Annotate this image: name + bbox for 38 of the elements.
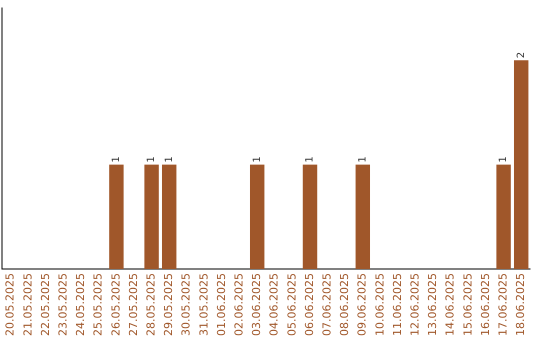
x-tick-label: 08.06.2025	[338, 273, 352, 336]
x-tick-label: 31.05.2025	[197, 273, 210, 336]
x-tick-label: 26.05.2025	[109, 273, 122, 336]
x-tick-label: 15.06.2025	[461, 273, 474, 336]
x-tick-label: 27.05.2025	[126, 273, 140, 336]
x-tick-label: 07.06.2025	[320, 273, 334, 336]
x-tick-label: 06.06.2025	[302, 273, 316, 336]
x-tick-label: 01.06.2025	[214, 273, 228, 336]
x-tick-label: 20.05.2025	[4, 273, 17, 336]
x-tick-label: 14.06.2025	[444, 273, 457, 336]
x-tick-label: 10.06.2025	[373, 273, 386, 336]
x-tick-label: 21.05.2025	[21, 273, 34, 336]
x-tick-label: 04.06.2025	[268, 273, 281, 336]
x-tick-label: 18.06.2025	[514, 273, 528, 336]
data-label: 1	[304, 156, 316, 163]
x-tick-label: 11.06.2025	[390, 273, 404, 336]
x-tick-label: 13.06.2025	[426, 273, 440, 336]
data-label: 1	[252, 156, 263, 163]
x-tick-label: 03.06.2025	[250, 273, 264, 336]
data-label: 1	[110, 156, 122, 163]
x-tick-label: 28.05.2025	[144, 273, 158, 336]
data-label: 1	[357, 156, 368, 163]
x-tick-label: 24.05.2025	[74, 273, 88, 336]
x-tick-label: 22.05.2025	[38, 273, 52, 336]
x-tick-label: 09.06.2025	[356, 273, 369, 336]
data-label: 1	[164, 156, 175, 163]
x-tick-label: 25.05.2025	[92, 273, 105, 336]
x-tick-label: 23.05.2025	[56, 273, 70, 336]
data-label: 2	[516, 52, 527, 58]
x-tick-label: 16.06.2025	[478, 273, 492, 336]
data-label: 1	[498, 156, 510, 163]
x-tick-label: 02.06.2025	[232, 273, 246, 336]
x-tick-label: 29.05.2025	[162, 273, 176, 336]
x-tick-label: 12.06.2025	[408, 273, 422, 336]
data-label: 1	[146, 156, 158, 163]
x-tick-label: 17.06.2025	[496, 273, 510, 336]
x-tick-label: 30.05.2025	[180, 273, 193, 336]
x-tick-label: 05.06.2025	[285, 273, 298, 336]
